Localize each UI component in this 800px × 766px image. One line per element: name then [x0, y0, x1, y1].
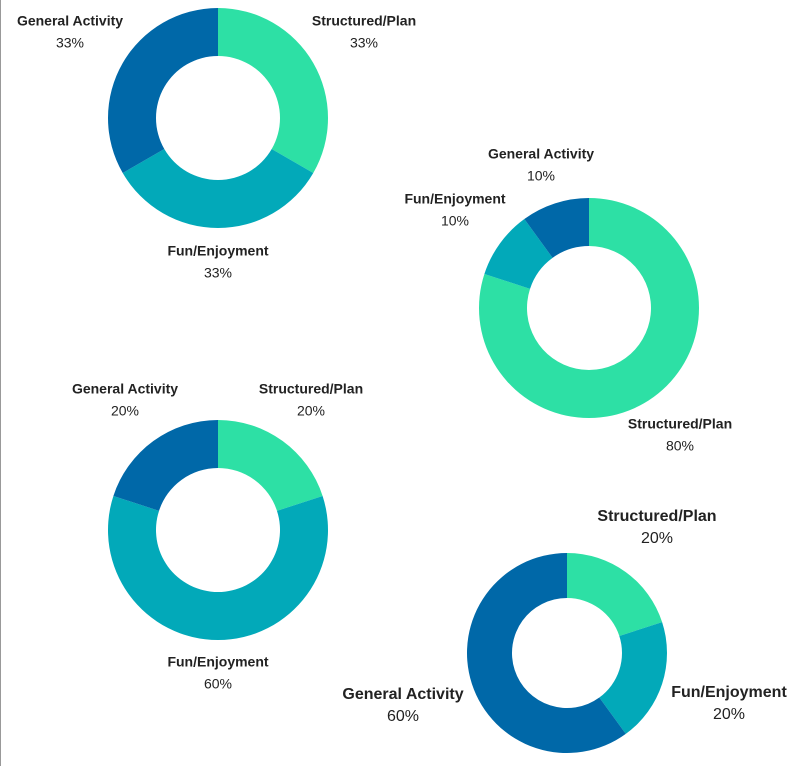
donut-slice — [599, 622, 667, 734]
donut-slice — [484, 219, 553, 289]
donut-slice — [567, 553, 663, 637]
slice-value-label: 10% — [527, 168, 555, 184]
slice-label: Fun/Enjoyment — [167, 243, 268, 259]
donut-slice — [218, 420, 323, 511]
slice-value-label: 20% — [297, 403, 325, 419]
donut-slice — [122, 149, 314, 228]
slice-value-label: 80% — [666, 438, 694, 454]
slice-label: Fun/Enjoyment — [404, 191, 505, 207]
slice-value-label: 60% — [204, 676, 232, 692]
donut-slice — [466, 553, 626, 753]
donut-slice — [113, 420, 218, 511]
slice-value-label: 20% — [641, 530, 673, 547]
slice-value-label: 60% — [387, 708, 419, 725]
slice-label: Fun/Enjoyment — [167, 654, 268, 670]
slice-label: Structured/Plan — [259, 381, 363, 397]
slice-value-label: 33% — [350, 35, 378, 51]
slice-label: General Activity — [17, 13, 123, 29]
slice-label: Structured/Plan — [628, 416, 732, 432]
slice-label: General Activity — [72, 381, 178, 397]
slice-label: Structured/Plan — [597, 508, 716, 525]
slice-value-label: 20% — [111, 403, 139, 419]
donut-slice — [524, 198, 589, 258]
donut-slice — [478, 198, 699, 418]
slice-label: Fun/Enjoyment — [671, 684, 787, 701]
donut-slice — [107, 496, 328, 640]
slice-value-label: 20% — [713, 706, 745, 723]
slice-value-label: 10% — [441, 213, 469, 229]
slice-label: General Activity — [488, 146, 594, 162]
slice-label: Structured/Plan — [312, 13, 416, 29]
donut-slice — [218, 8, 328, 173]
slice-label: General Activity — [342, 686, 463, 703]
slice-value-label: 33% — [204, 265, 232, 281]
donut-slice — [108, 8, 218, 173]
slice-value-label: 33% — [56, 35, 84, 51]
